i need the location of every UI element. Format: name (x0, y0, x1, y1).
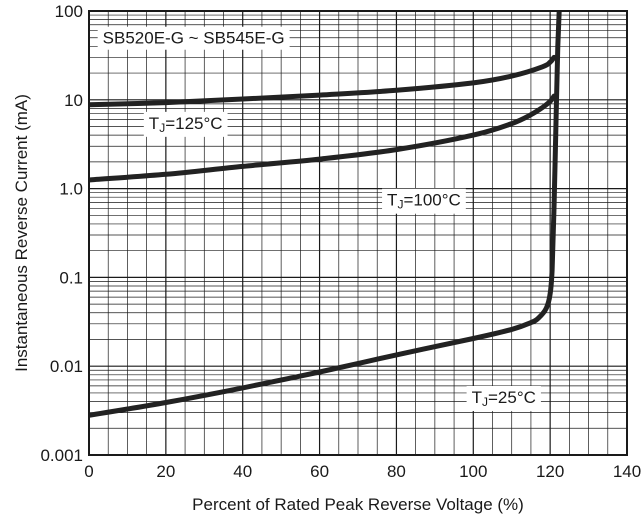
annotation-symbol: T (387, 191, 397, 210)
y-tick-label: 0.001 (40, 446, 83, 465)
annotation-3: TJ=100°C (382, 188, 466, 214)
x-tick-label: 140 (613, 462, 641, 481)
annotation-background (382, 188, 466, 214)
x-tick-label: 120 (536, 462, 564, 481)
series-line-3 (89, 11, 562, 418)
annotation-text: TJ=125°C (149, 114, 223, 135)
annotation-background (466, 385, 541, 411)
y-tick-label: 10 (64, 91, 83, 110)
y-tick-label: 0.1 (59, 268, 83, 287)
x-tick-label: 20 (156, 462, 175, 481)
annotation-subscript: J (159, 121, 165, 135)
annotation-text: SB520E-G ~ SB545E-G (103, 29, 285, 48)
series-line-1 (89, 54, 557, 108)
x-tick-label: 0 (84, 462, 93, 481)
plot-frame (88, 10, 628, 456)
annotation-symbol: T (472, 388, 482, 407)
y-tick-label: 0.01 (50, 357, 83, 376)
annotation-1: SB520E-G ~ SB545E-G (97, 26, 290, 50)
annotation-4: TJ=25°C (466, 385, 541, 411)
x-tick-label: 100 (459, 462, 487, 481)
annotation-background (97, 26, 290, 50)
x-tick-label: 40 (233, 462, 252, 481)
annotation-subscript: J (397, 198, 403, 212)
x-tick-label: 80 (387, 462, 406, 481)
y-tick-label: 100 (55, 2, 83, 21)
annotation-background (143, 111, 228, 137)
annotation-subscript: J (482, 395, 488, 409)
y-tick-label: 1.0 (59, 180, 83, 199)
y-axis-title: Instantaneous Reverse Current (mA) (12, 94, 31, 372)
annotations: SB520E-G ~ SB545E-GTJ=125°CTJ=100°CTJ=25… (97, 26, 541, 411)
series-line-2 (89, 93, 557, 183)
series-lines (89, 11, 562, 418)
annotation-suffix: =25°C (488, 388, 536, 407)
annotation-text: TJ=100°C (387, 191, 461, 212)
annotation-suffix: =100°C (403, 191, 460, 210)
x-tick-label: 60 (310, 462, 329, 481)
annotation-text: TJ=25°C (472, 388, 536, 409)
annotation-symbol: T (149, 114, 159, 133)
annotation-suffix: =125°C (165, 114, 222, 133)
tick-labels: 0 20 40 60 80 100 120 140 0.001 0.01 0.1 1.0 10 100 (40, 2, 641, 481)
annotation-2: TJ=125°C (143, 111, 228, 137)
x-axis-title: Percent of Rated Peak Reverse Voltage (%… (192, 495, 524, 514)
